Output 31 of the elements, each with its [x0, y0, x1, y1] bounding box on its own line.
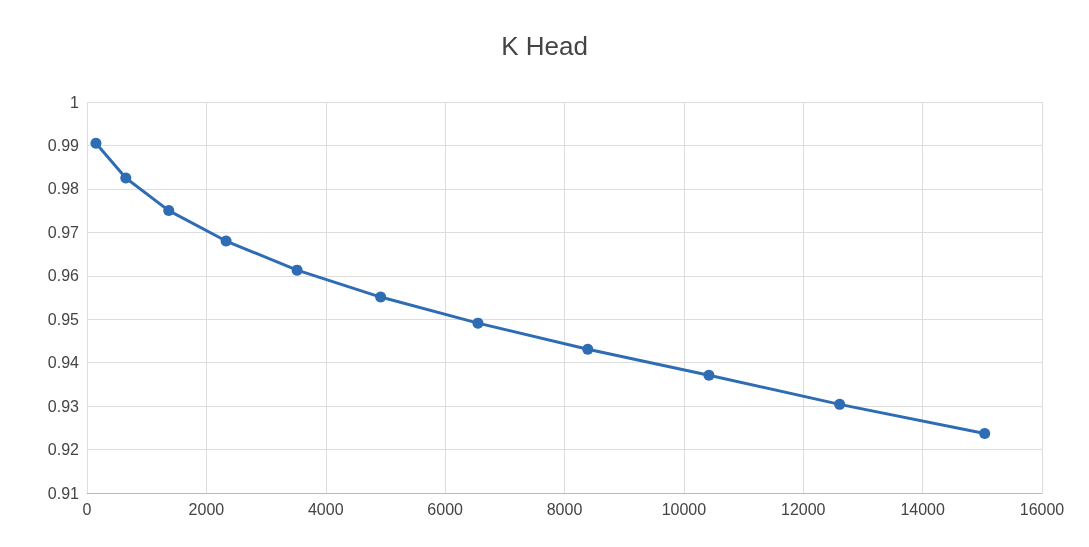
- point: [375, 291, 387, 303]
- point: [120, 172, 132, 184]
- x-tick-label: 4000: [307, 500, 344, 518]
- y-tick-label: 0.91: [47, 484, 80, 502]
- y-tick-label: 0.97: [47, 223, 80, 241]
- y-tick-label: 0.99: [47, 136, 80, 154]
- chart-title: K Head: [501, 31, 588, 61]
- y-tick-label: 0.94: [47, 354, 80, 372]
- x-tick-label: 16000: [1019, 500, 1065, 518]
- x-tick-label: 2000: [188, 500, 225, 518]
- point: [291, 264, 303, 276]
- x-tick-label: 12000: [781, 500, 826, 518]
- x-tick-label: 14000: [900, 500, 945, 518]
- y-tick-label: 1: [70, 93, 80, 111]
- y-tick-label: 0.98: [47, 180, 80, 198]
- point: [90, 137, 102, 149]
- x-tick-label: 6000: [427, 500, 464, 518]
- x-tick-label: 10000: [661, 500, 707, 518]
- y-tick-label: 0.92: [47, 441, 80, 459]
- point: [834, 398, 846, 410]
- x-tick-label: 8000: [546, 500, 583, 518]
- y-tick-label: 0.95: [47, 310, 80, 328]
- point: [472, 317, 484, 329]
- x-tick-label: 0: [82, 500, 92, 518]
- point: [582, 343, 594, 355]
- y-tick-label: 0.93: [47, 397, 80, 415]
- point: [979, 427, 991, 439]
- point: [703, 369, 715, 381]
- y-tick-label: 0.96: [47, 267, 80, 285]
- point: [163, 205, 175, 217]
- point: [220, 235, 232, 247]
